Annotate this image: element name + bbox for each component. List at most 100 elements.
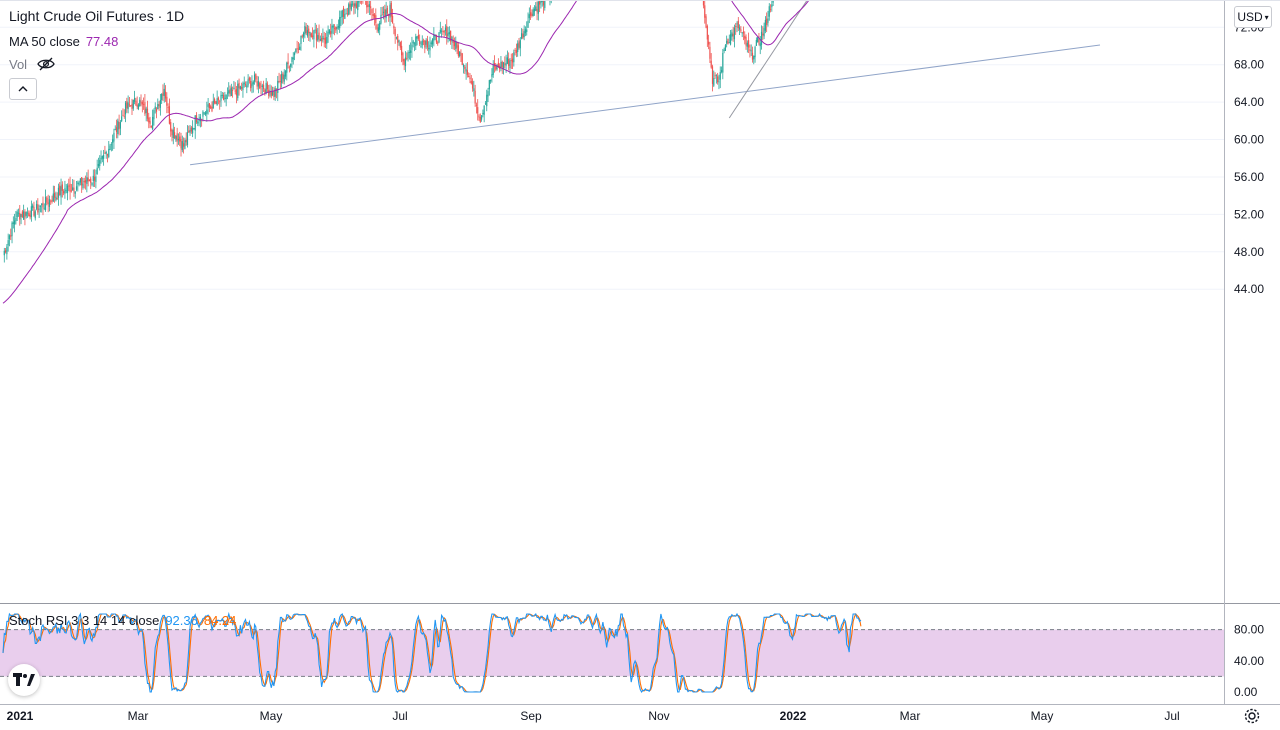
candle-body bbox=[208, 104, 209, 107]
candle-body bbox=[502, 62, 503, 68]
candle-body bbox=[313, 30, 314, 39]
collapse-legend-button[interactable] bbox=[9, 78, 37, 100]
candle-body bbox=[754, 47, 755, 57]
candle-body bbox=[724, 50, 725, 51]
candle-body bbox=[66, 190, 67, 191]
candle-body bbox=[405, 57, 406, 66]
trendline-steep bbox=[729, 0, 898, 118]
candle-body bbox=[226, 95, 227, 100]
candle-body bbox=[142, 102, 143, 105]
candle-body bbox=[137, 105, 138, 107]
currency-button[interactable]: USD▾ bbox=[1234, 6, 1272, 28]
candle-body bbox=[157, 104, 158, 109]
candle-body bbox=[116, 127, 117, 132]
candle-body bbox=[63, 191, 64, 193]
stoch-tick-label: 80.00 bbox=[1234, 623, 1264, 637]
candle-body bbox=[308, 29, 309, 34]
candle-body bbox=[232, 90, 233, 91]
candle-body bbox=[138, 104, 139, 109]
candle-body bbox=[367, 5, 368, 7]
candle-body bbox=[147, 109, 148, 119]
candle-body bbox=[11, 223, 12, 236]
candle-body bbox=[312, 36, 313, 37]
candle-body bbox=[307, 30, 308, 36]
candle-body bbox=[426, 41, 427, 45]
candle-body bbox=[731, 32, 732, 36]
candle-body bbox=[444, 31, 445, 33]
candle-body bbox=[77, 183, 78, 184]
candle-body bbox=[349, 2, 350, 6]
candle-body bbox=[401, 46, 402, 55]
candle-body bbox=[716, 75, 717, 76]
candle-body bbox=[23, 211, 24, 219]
time-tick-label: May bbox=[1031, 709, 1054, 723]
candle-body bbox=[88, 178, 89, 182]
candle-body bbox=[120, 122, 121, 128]
candle-body bbox=[320, 39, 321, 41]
candle-body bbox=[373, 14, 374, 16]
ma50-line bbox=[3, 0, 861, 303]
candle-body bbox=[410, 50, 411, 52]
candle-body bbox=[402, 53, 403, 61]
candle-body bbox=[55, 197, 56, 201]
candle-body bbox=[420, 46, 421, 47]
candle-body bbox=[329, 29, 330, 33]
candle-body bbox=[745, 37, 746, 46]
candle-body bbox=[330, 31, 331, 34]
candle-body bbox=[735, 26, 736, 27]
candle-body bbox=[39, 209, 40, 210]
candle-body bbox=[86, 177, 87, 184]
time-tick-label: May bbox=[260, 709, 283, 723]
candle-body bbox=[237, 84, 238, 98]
main-legend: Light Crude Oil Futures · 1D bbox=[9, 8, 184, 24]
candle-body bbox=[69, 184, 70, 192]
candle-body bbox=[126, 101, 127, 108]
candle-body bbox=[269, 92, 270, 93]
candle-body bbox=[13, 222, 14, 224]
candle-body bbox=[71, 190, 72, 191]
candle-body bbox=[468, 76, 469, 77]
currency-label: USD bbox=[1237, 10, 1262, 24]
candle-body bbox=[36, 204, 37, 209]
candle-body bbox=[14, 220, 15, 224]
candle-body bbox=[704, 5, 705, 17]
price-tick-label: 60.00 bbox=[1234, 133, 1264, 147]
candle-body bbox=[82, 184, 83, 188]
candle-body bbox=[200, 117, 201, 121]
candle-body bbox=[475, 91, 476, 104]
candle-body bbox=[544, 0, 545, 8]
candle-body bbox=[406, 58, 407, 59]
candle-body bbox=[757, 37, 758, 42]
candle-body bbox=[84, 181, 85, 182]
candle-body bbox=[733, 34, 734, 37]
candle-body bbox=[423, 41, 424, 42]
candle-body bbox=[487, 91, 488, 96]
eye-hidden-icon[interactable] bbox=[37, 57, 55, 74]
price-tick-label: 64.00 bbox=[1234, 95, 1264, 109]
ma50-series bbox=[3, 0, 861, 303]
candle-body bbox=[291, 57, 292, 62]
price-tick-label: 44.00 bbox=[1234, 282, 1264, 296]
candle-body bbox=[103, 155, 104, 159]
candle-body bbox=[124, 116, 125, 117]
candle-body bbox=[749, 49, 750, 51]
candle-body bbox=[108, 149, 109, 157]
candle-body bbox=[740, 29, 741, 31]
candle-body bbox=[705, 16, 706, 27]
candle-body bbox=[106, 152, 107, 154]
price-tick-label: 48.00 bbox=[1234, 245, 1264, 259]
candle-body bbox=[387, 8, 388, 13]
candle-body bbox=[517, 43, 518, 52]
candle-body bbox=[298, 49, 299, 50]
candle-body bbox=[35, 211, 36, 218]
candle-body bbox=[751, 50, 752, 51]
tradingview-logo[interactable] bbox=[8, 664, 40, 696]
candle-body bbox=[327, 32, 328, 37]
candle-body bbox=[151, 126, 152, 127]
candle-body bbox=[404, 59, 405, 65]
vol-legend[interactable]: Vol bbox=[9, 57, 55, 74]
candle-body bbox=[343, 8, 344, 17]
settings-gear-icon[interactable] bbox=[1243, 707, 1261, 730]
